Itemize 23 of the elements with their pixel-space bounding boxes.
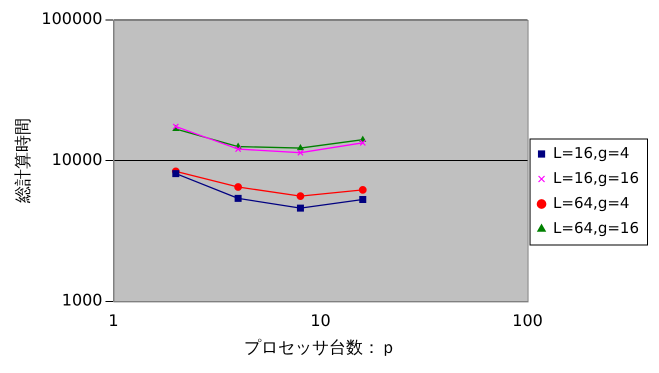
point: [234, 194, 242, 202]
x-axis-title: プロセッサ台数：ｐ: [244, 338, 398, 358]
legend-label: L=16,g=16: [553, 168, 640, 187]
y-tick-label: 1000: [62, 290, 102, 310]
point: [296, 204, 304, 212]
legend-label: L=64,g=4: [553, 194, 630, 212]
legend-label: L=16,g=4: [553, 144, 630, 162]
point: [358, 186, 367, 194]
y-tick-label: 100000: [41, 9, 102, 28]
point: [297, 144, 304, 150]
point: [172, 170, 180, 178]
x-tick-label: 1: [108, 311, 119, 330]
point: [297, 149, 304, 156]
point: [234, 146, 242, 152]
x-tick-label: 10: [310, 311, 331, 330]
point: [360, 140, 366, 146]
legend-label: L=64,g=16: [553, 218, 640, 237]
point: [234, 183, 242, 191]
point: [296, 192, 304, 200]
point: [359, 196, 366, 203]
x-tick-label: 100: [512, 311, 543, 330]
y-axis-title: 総計算時間: [14, 118, 34, 204]
y-tick-label: 10000: [52, 150, 102, 169]
